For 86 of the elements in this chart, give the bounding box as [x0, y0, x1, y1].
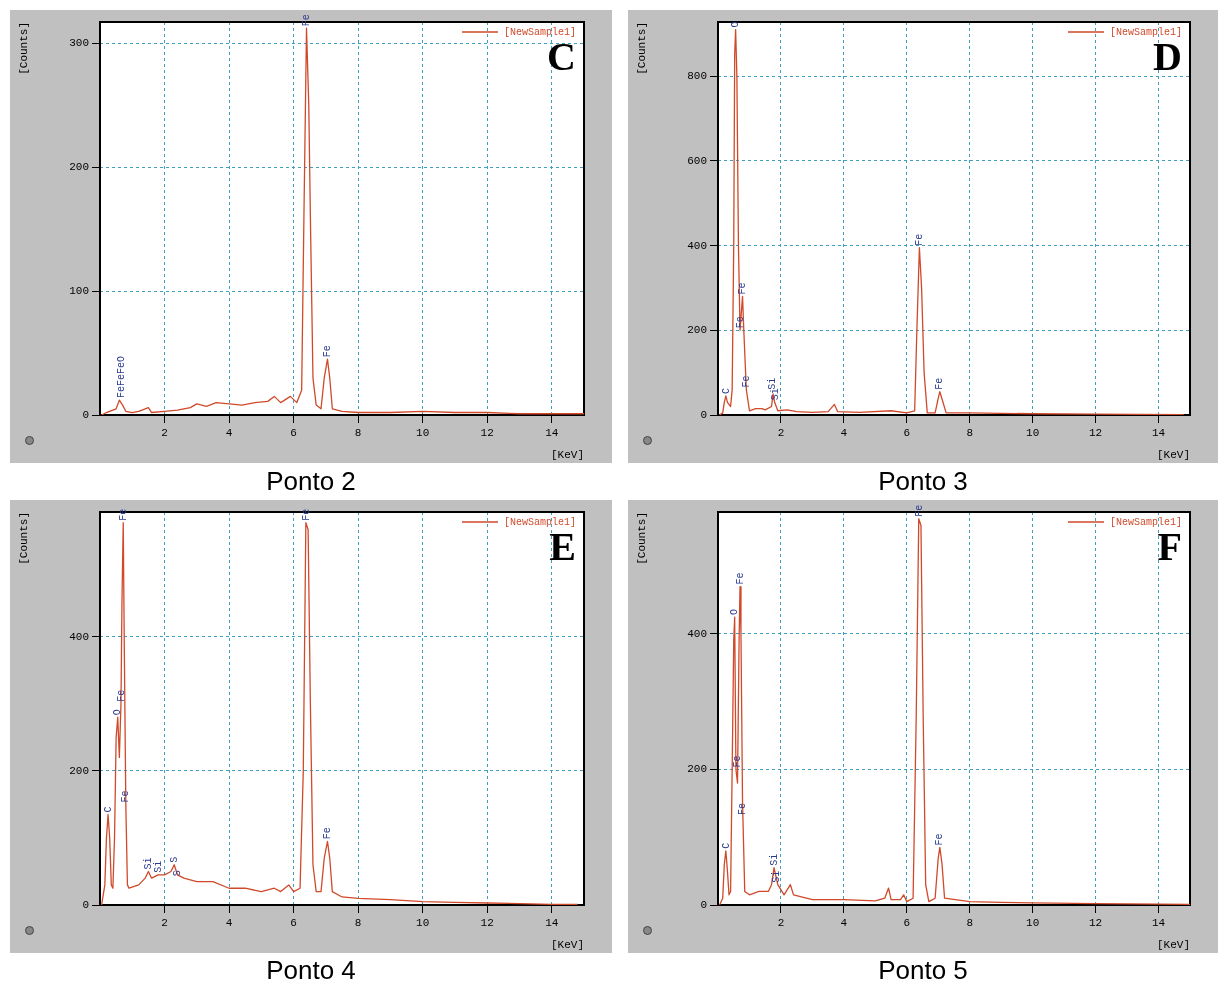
x-tick-label: 6 [903, 916, 911, 929]
annotation: Fe [301, 508, 313, 521]
annotation: Si [152, 860, 164, 873]
y-tick-label: 0 [82, 898, 89, 911]
annotation: S [168, 856, 180, 863]
x-axis-title: [KeV] [550, 939, 584, 952]
annotation: Si [771, 870, 783, 883]
annotation: FeFeFeO [115, 356, 127, 399]
x-tick-label: 12 [1089, 916, 1103, 929]
x-tick-label: 14 [545, 426, 559, 439]
y-tick-label: 800 [687, 70, 707, 83]
annotation: Fe [734, 316, 746, 329]
y-axis-title: [Counts] [635, 512, 648, 565]
annotation: Fe [934, 377, 946, 390]
y-tick-label: 200 [69, 764, 89, 777]
x-tick-label: 14 [1151, 916, 1166, 929]
annotation: S [172, 870, 184, 877]
x-tick-label: 2 [777, 916, 785, 929]
x-tick-label: 12 [1089, 426, 1103, 439]
annotation: Fe [914, 233, 926, 246]
x-tick-label: 12 [480, 916, 494, 929]
annotation: Fe [115, 689, 127, 702]
y-tick-label: 200 [687, 324, 707, 337]
x-tick-label: 10 [416, 916, 430, 929]
text: Ponto 4 [265, 955, 357, 986]
y-tick-label: 0 [700, 408, 707, 421]
y-tick-label: 400 [69, 630, 89, 643]
annotation: Fe [734, 572, 746, 585]
x-tick-label: 6 [290, 916, 297, 929]
y-tick-label: 300 [69, 36, 89, 49]
annotation: C [102, 806, 114, 813]
y-tick-label: 0 [700, 898, 707, 911]
y-axis-title: [Counts] [17, 22, 30, 75]
x-tick-label: 4 [225, 426, 233, 439]
annotation: C [720, 387, 732, 394]
x-tick-label: 2 [161, 916, 168, 929]
y-tick-label: 600 [687, 154, 707, 167]
annotation: Fe [301, 14, 313, 27]
annotation: Fe [117, 508, 129, 521]
text: Ponto 2 [265, 466, 357, 497]
x-axis-title: [KeV] [1156, 449, 1190, 462]
x-tick-label: 10 [1026, 916, 1040, 929]
annotation: Fe [934, 833, 946, 846]
x-tick-label: 10 [416, 426, 430, 439]
y-tick-label: 400 [687, 627, 707, 640]
annotation: Fe [322, 827, 334, 840]
annotation: O [729, 609, 741, 616]
text: Ponto 3 [877, 466, 969, 497]
y-tick-label: 400 [687, 239, 707, 252]
x-tick-label: 6 [290, 426, 297, 439]
text: Ponto 5 [877, 955, 969, 986]
y-tick-label: 200 [687, 763, 707, 776]
x-tick-label: 8 [966, 426, 974, 439]
annotation: Fe [914, 504, 926, 517]
x-tick-label: 8 [354, 916, 362, 929]
x-tick-label: 4 [840, 426, 848, 439]
x-tick-label: 8 [354, 426, 362, 439]
annotation: Si [766, 377, 778, 390]
y-axis-title: [Counts] [17, 512, 30, 565]
annotation: O [730, 21, 742, 28]
annotation: Fe [732, 755, 744, 768]
annotation: Fe [120, 790, 132, 803]
x-tick-label: 14 [1151, 426, 1166, 439]
x-tick-label: 2 [777, 426, 785, 439]
annotation: Fe [740, 375, 752, 388]
x-tick-label: 6 [903, 426, 911, 439]
y-tick-label: 0 [82, 408, 89, 421]
x-axis-title: [KeV] [1156, 939, 1190, 952]
annotation: Fe [737, 802, 749, 815]
annotation: Si [769, 388, 781, 401]
x-tick-label: 4 [225, 916, 233, 929]
annotation: C [720, 842, 732, 849]
annotation: O [112, 709, 124, 716]
x-tick-label: 4 [840, 916, 848, 929]
x-tick-label: 12 [480, 426, 494, 439]
x-tick-label: 8 [966, 916, 974, 929]
y-tick-label: 100 [69, 284, 89, 297]
x-tick-label: 2 [161, 426, 168, 439]
annotation: Fe [322, 345, 334, 358]
annotation: Si [768, 853, 780, 866]
y-tick-label: 200 [69, 160, 89, 173]
x-tick-label: 14 [545, 916, 559, 929]
y-axis-title: [Counts] [635, 22, 648, 75]
x-tick-label: 10 [1026, 426, 1040, 439]
x-axis-title: [KeV] [550, 449, 584, 462]
annotation: Fe [737, 282, 749, 295]
